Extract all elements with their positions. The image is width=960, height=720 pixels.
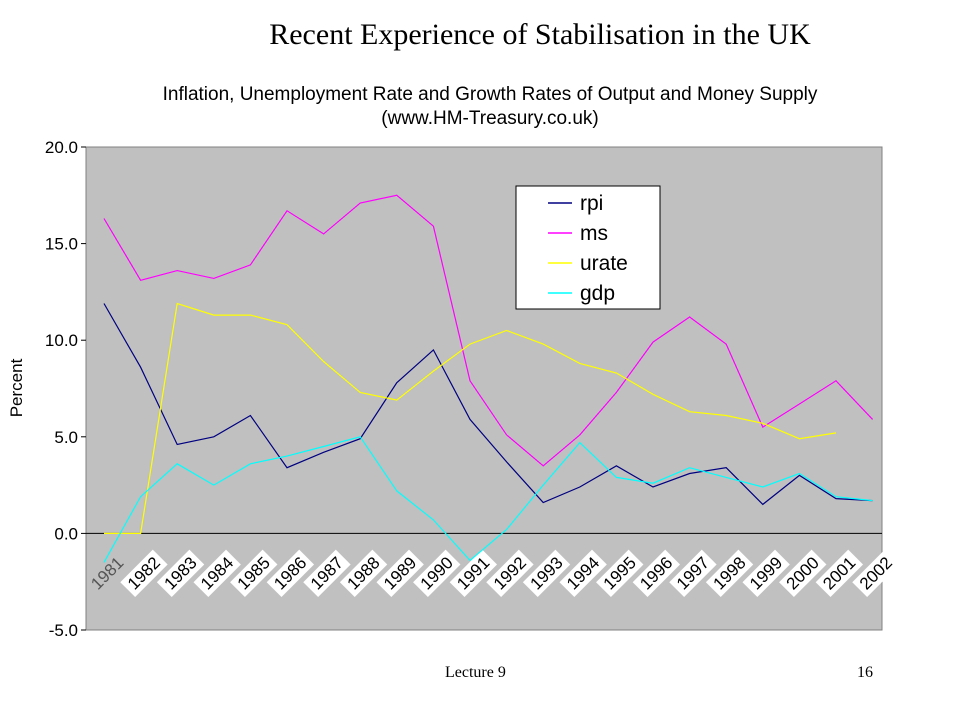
x-tick-label-bg bbox=[449, 549, 498, 598]
x-tick-label-bg bbox=[815, 549, 864, 598]
y-tick-label: 10.0 bbox=[45, 331, 78, 350]
y-tick-label: 5.0 bbox=[54, 428, 78, 447]
x-tick-label-bg bbox=[339, 549, 388, 598]
x-tick-label-bg bbox=[193, 549, 241, 598]
x-tick-label-bg bbox=[596, 549, 644, 598]
y-tick-label: 20.0 bbox=[45, 138, 78, 157]
x-tick-label-bg bbox=[522, 549, 571, 598]
plot-area bbox=[85, 146, 883, 631]
y-axis-label: Percent bbox=[7, 358, 26, 417]
x-tick-label-bg bbox=[705, 549, 754, 598]
footer-page-number: 16 bbox=[857, 664, 873, 681]
y-axis: 20.0 15.0 10.0 5.0 0.0 -5.0 bbox=[45, 138, 882, 640]
legend-label-gdp: gdp bbox=[580, 282, 615, 305]
x-tick-label-bg bbox=[779, 549, 827, 598]
x-tick-label-bg bbox=[413, 549, 461, 598]
x-tick-label-bg bbox=[156, 549, 205, 598]
y-tick-label: -5.0 bbox=[49, 621, 78, 640]
series-lines bbox=[103, 194, 874, 563]
footer-lecture-label: Lecture 9 bbox=[445, 664, 506, 681]
chart-title: Inflation, Unemployment Rate and Growth … bbox=[162, 84, 818, 105]
legend-label-rpi: rpi bbox=[580, 192, 603, 215]
legend: rpi ms urate gdp bbox=[515, 185, 661, 310]
x-tick-label-bg bbox=[852, 549, 900, 598]
x-tick-label-bg bbox=[303, 549, 351, 598]
series-line-ms bbox=[103, 194, 874, 467]
x-tick-label-bg bbox=[742, 549, 790, 598]
series-line-gdp bbox=[103, 436, 873, 563]
x-tick-label-bg bbox=[266, 549, 315, 598]
x-tick-1991: 1991 bbox=[449, 549, 498, 598]
legend-label-ms: ms bbox=[580, 222, 608, 245]
x-tick-label-bg bbox=[669, 549, 717, 598]
series-line-urate bbox=[104, 302, 837, 535]
chart-subtitle: (www.HM-Treasury.co.uk) bbox=[381, 108, 599, 129]
x-tick-1983: 1983 bbox=[156, 549, 205, 598]
x-tick-label-bg bbox=[632, 549, 681, 598]
legend-box bbox=[515, 185, 661, 310]
x-tick-label-bg bbox=[486, 549, 534, 598]
y-tick-label: 15.0 bbox=[45, 235, 78, 254]
x-tick-2001: 2001 bbox=[815, 549, 864, 598]
series-line-rpi bbox=[103, 303, 873, 506]
x-tick-label-bg bbox=[559, 549, 607, 598]
slide-title: Recent Experience of Stabilisation in th… bbox=[269, 18, 811, 51]
y-tick-label: 0.0 bbox=[54, 524, 78, 543]
x-tick-label-bg bbox=[230, 549, 278, 598]
legend-label-urate: urate bbox=[580, 252, 628, 275]
x-tick-label-bg bbox=[376, 549, 424, 598]
x-tick-label-bg bbox=[120, 549, 168, 598]
